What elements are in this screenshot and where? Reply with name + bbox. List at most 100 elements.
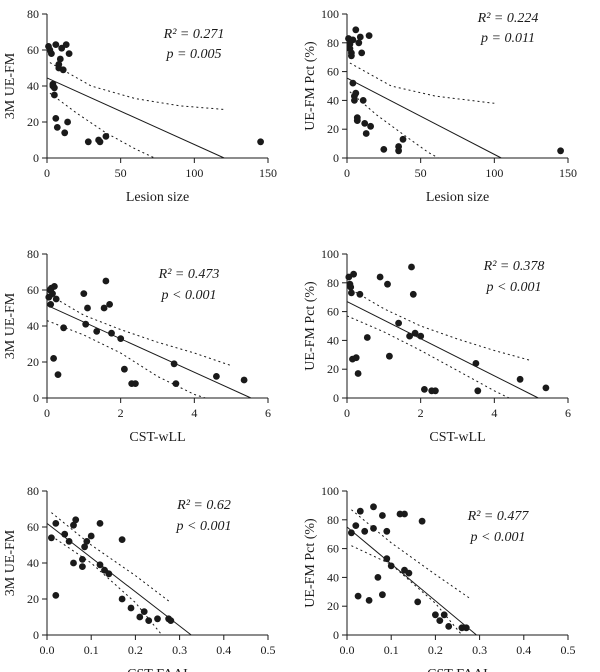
- data-point: [362, 130, 370, 137]
- x-tick-label: 0.1: [384, 643, 399, 657]
- data-point: [51, 91, 58, 99]
- y-tick-label: 20: [27, 355, 39, 369]
- data-point: [380, 146, 388, 153]
- data-point: [432, 611, 439, 619]
- y-tick-label: 100: [321, 247, 339, 261]
- confidence-band-upper: [46, 293, 232, 367]
- data-point: [516, 375, 524, 383]
- y-tick-label: 80: [27, 247, 39, 261]
- x-tick-label: 6: [265, 406, 271, 420]
- data-point: [350, 270, 357, 278]
- y-tick-label: 100: [321, 484, 339, 498]
- x-tick-label: 4: [191, 406, 197, 420]
- scatter-panel-cst-faai-3m-ue-fm: 0 20 40 60 80 0.0 0.1 0.2 0.3 0.4 0.5 CST-FAAI 3M UE…: [3, 484, 276, 672]
- x-tick-label: 0.1: [84, 643, 99, 657]
- data-point: [102, 133, 110, 140]
- r-squared-label: R² = 0.224: [477, 11, 539, 26]
- p-value-label: p < 0.001: [470, 530, 526, 545]
- data-point: [96, 561, 104, 569]
- data-point: [395, 147, 402, 155]
- data-point: [408, 263, 415, 271]
- x-tick-label: 150: [259, 166, 277, 180]
- y-tick-label: 60: [27, 43, 39, 57]
- x-tick-label: 0.5: [561, 643, 576, 657]
- y-tick-label: 20: [27, 115, 39, 129]
- x-axis-label: CST-wLL: [129, 430, 185, 445]
- data-point: [462, 624, 470, 632]
- confidence-band-upper: [351, 509, 472, 600]
- x-tick-label: 0.3: [472, 643, 487, 657]
- data-point: [52, 295, 60, 303]
- x-tick-label: 0: [44, 166, 50, 180]
- confidence-band-upper: [51, 512, 172, 603]
- r-squared-label: R² = 0.473: [158, 267, 220, 282]
- data-point: [72, 516, 80, 524]
- data-point: [118, 536, 126, 543]
- y-tick-label: 40: [327, 333, 339, 347]
- y-tick-label: 80: [27, 7, 39, 21]
- data-point: [405, 569, 413, 577]
- x-tick-label: 2: [118, 406, 124, 420]
- data-point: [374, 574, 382, 581]
- x-axis-label: Lesion size: [126, 190, 189, 205]
- p-value-label: p < 0.001: [486, 280, 542, 295]
- data-point: [61, 530, 69, 538]
- regression-line: [46, 77, 225, 159]
- data-point: [102, 277, 110, 285]
- y-tick-label: 20: [327, 122, 339, 136]
- data-point: [48, 534, 55, 542]
- p-value-label: p = 0.011: [480, 31, 535, 46]
- x-tick-label: 100: [485, 166, 503, 180]
- data-point: [81, 543, 88, 551]
- y-tick-label: 20: [327, 599, 339, 613]
- data-point: [348, 529, 355, 537]
- x-tick-label: 0: [344, 166, 350, 180]
- regression-line: [346, 301, 539, 399]
- data-point: [361, 527, 369, 535]
- data-point: [361, 120, 369, 127]
- x-axis-label: CST-FAAI: [127, 667, 188, 672]
- confidence-band-lower: [351, 545, 463, 636]
- data-point: [154, 615, 161, 623]
- data-point: [436, 617, 444, 624]
- data-point: [351, 97, 358, 104]
- x-tick-label: 0.4: [516, 643, 531, 657]
- data-point: [411, 329, 419, 337]
- data-point: [417, 332, 425, 340]
- data-point: [542, 384, 550, 392]
- data-point: [213, 373, 220, 380]
- data-point: [370, 503, 377, 511]
- confidence-band-upper: [349, 62, 495, 104]
- data-point: [349, 36, 357, 44]
- y-axis-label: 3M UE-FM: [3, 529, 18, 596]
- data-point: [53, 124, 61, 131]
- y-tick-label: 60: [327, 65, 339, 79]
- y-axis-label: 3M UE-FM: [3, 292, 18, 359]
- regression-line: [346, 526, 477, 636]
- data-point: [352, 26, 360, 34]
- data-point: [359, 97, 367, 104]
- data-point: [440, 611, 448, 619]
- data-point: [348, 289, 355, 297]
- data-point: [348, 52, 355, 60]
- data-point: [54, 371, 62, 378]
- data-point: [349, 79, 357, 87]
- data-point: [84, 138, 92, 146]
- data-point: [70, 559, 77, 567]
- data-point: [83, 538, 91, 545]
- x-tick-label: 4: [491, 406, 497, 420]
- x-tick-label: 50: [115, 166, 127, 180]
- data-point: [52, 115, 60, 122]
- y-tick-label: 60: [27, 283, 39, 297]
- data-point: [363, 334, 371, 341]
- y-tick-label: 40: [27, 319, 39, 333]
- scatter-panel-cst-faai-ue-fm-pct: 0 20 40 60 80 100 0.0 0.1 0.2 0.3 0.4 0.5 CST-FAAI UE…: [303, 484, 576, 672]
- data-point: [62, 41, 70, 48]
- confidence-band-upper: [49, 62, 224, 110]
- scatter-panel-lesion-size-ue-fm-pct: 0 20 40 60 80 100 0 50 100 150 Lesion size UE-FM Pc…: [303, 7, 577, 205]
- data-point: [421, 386, 428, 393]
- data-point: [65, 50, 73, 57]
- data-point: [96, 138, 104, 146]
- data-point: [395, 319, 402, 327]
